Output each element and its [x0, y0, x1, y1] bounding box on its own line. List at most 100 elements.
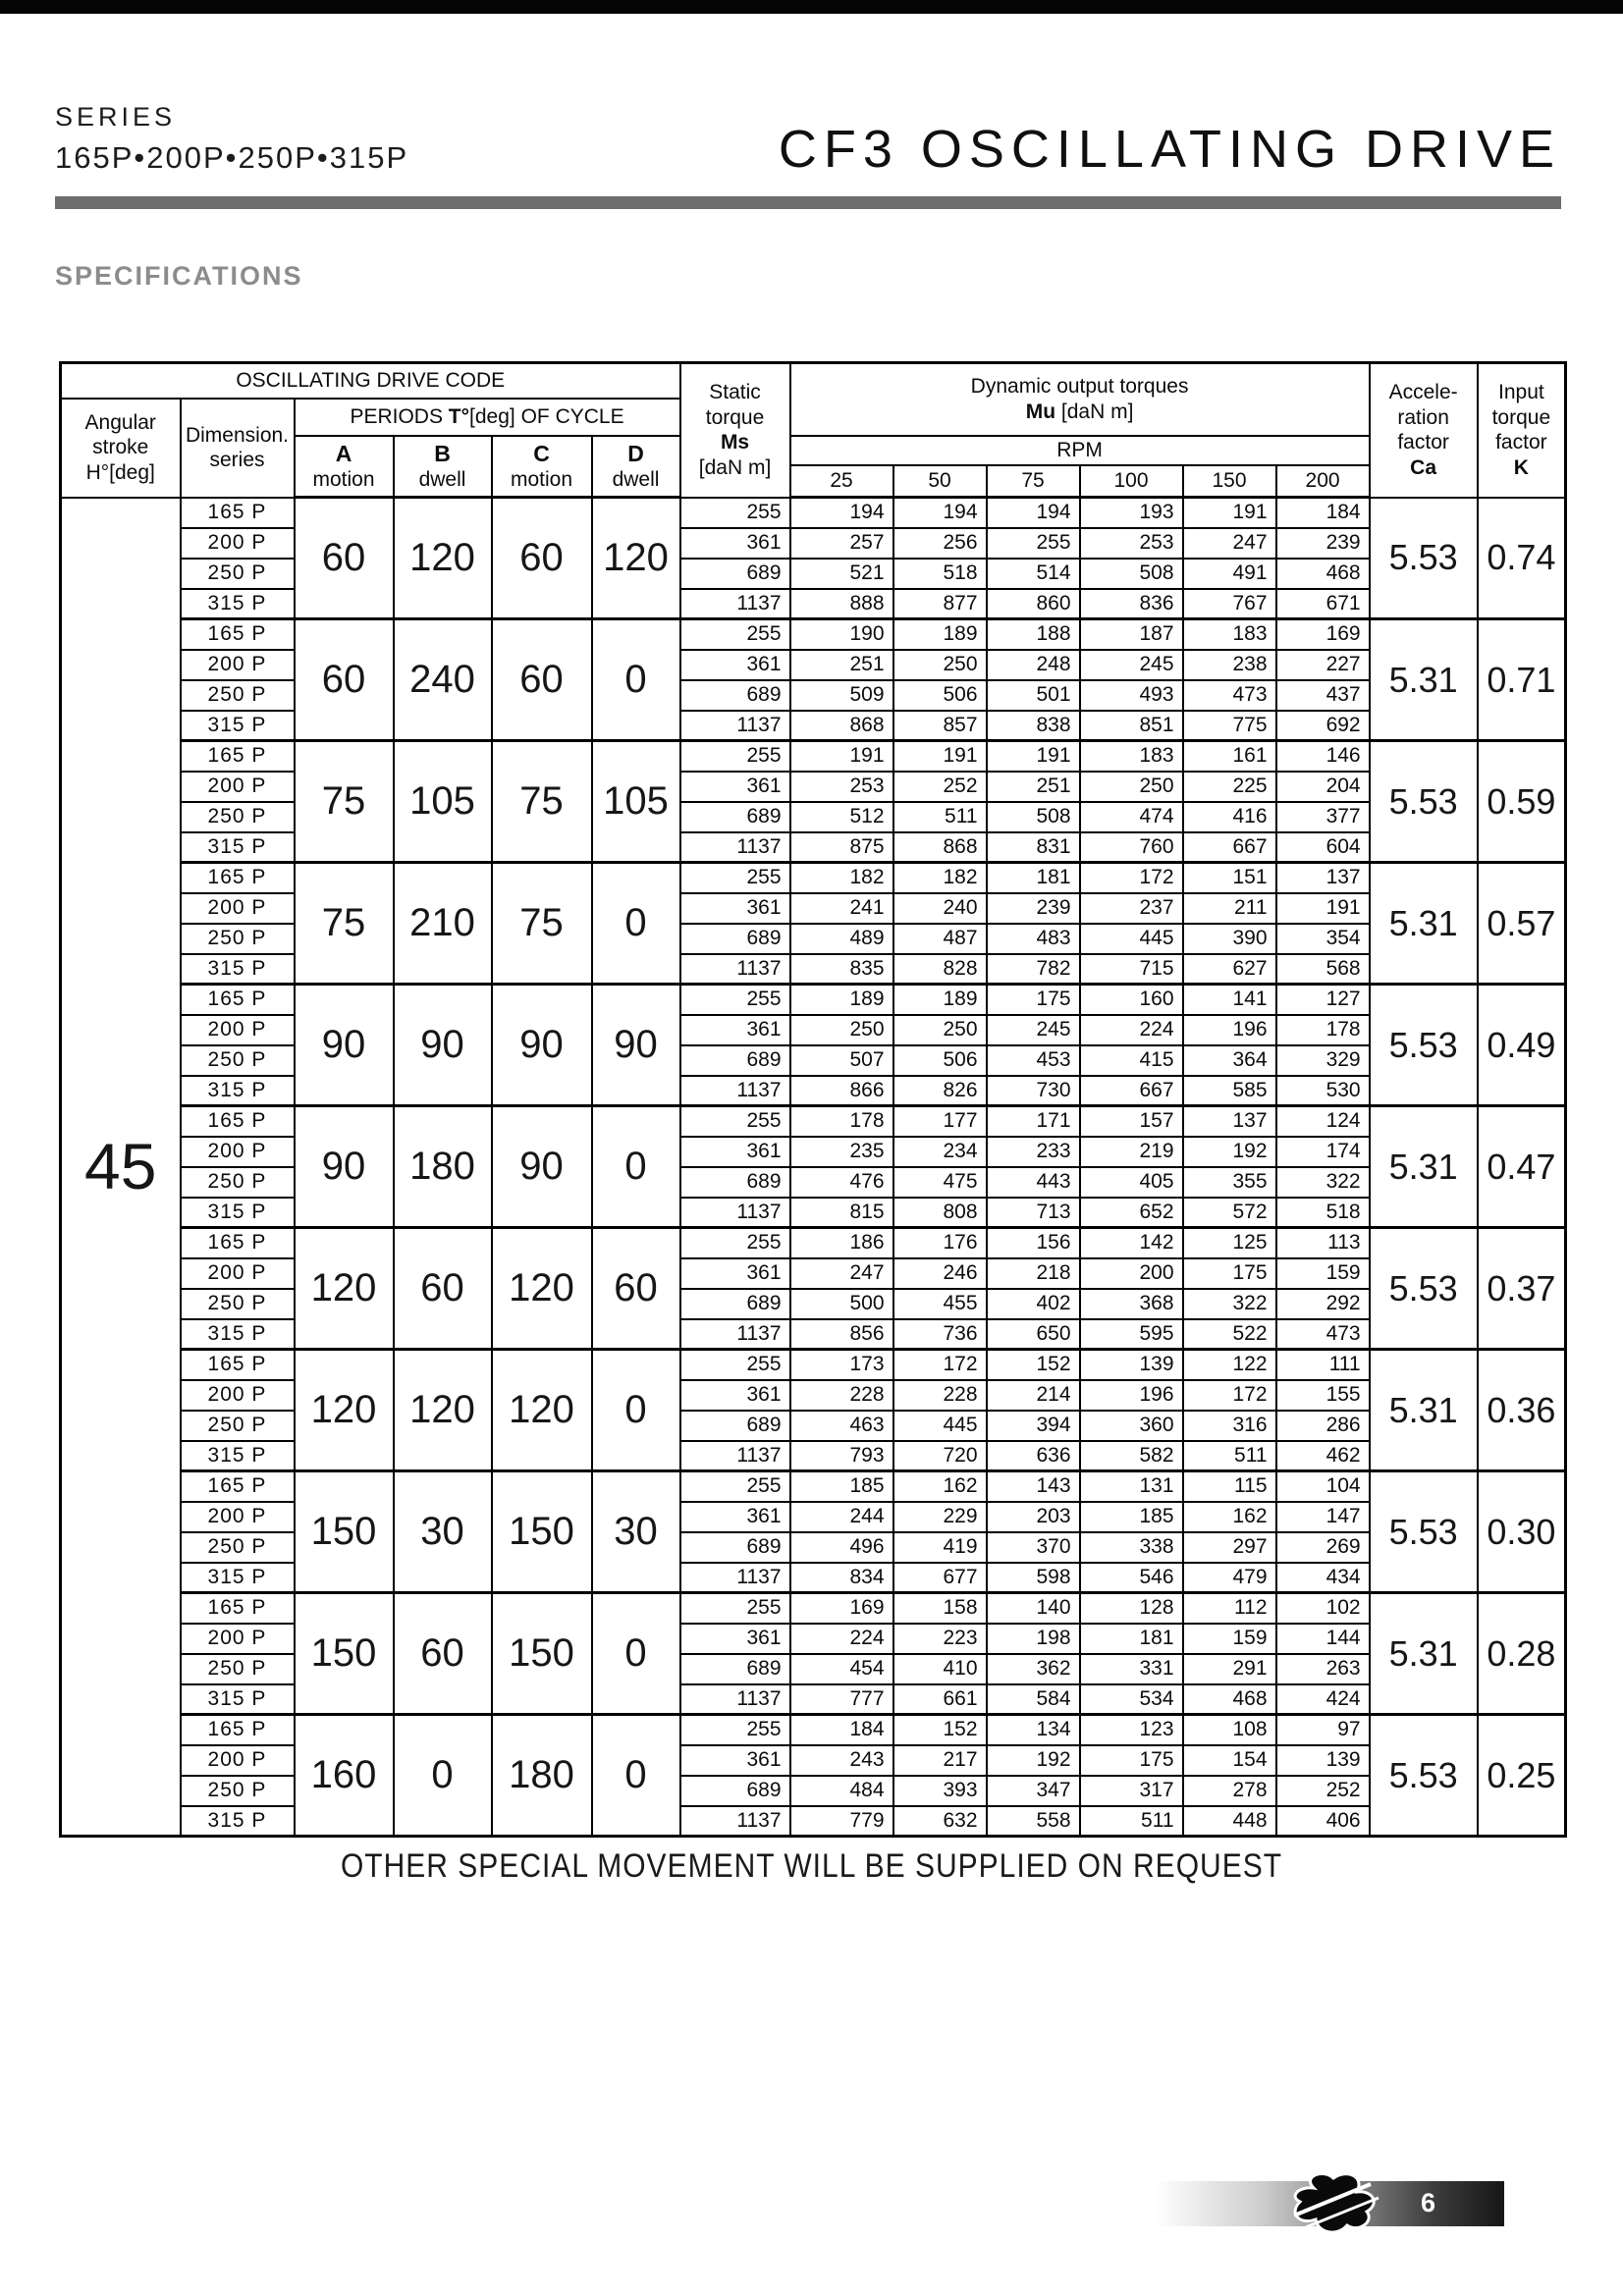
torque-value-rpm-50: 252 [892, 770, 988, 803]
torque-value-rpm-25: 888 [788, 587, 894, 620]
torque-value-rpm-75: 782 [985, 952, 1081, 986]
static-torque-line1: Static [709, 381, 761, 404]
angular-stroke-line1: Angular [84, 410, 156, 434]
torque-value-rpm-200: 252 [1274, 1774, 1371, 1807]
torque-value-rpm-75: 636 [985, 1439, 1081, 1472]
period-b-letter: B [434, 441, 451, 467]
torque-value-rpm-200: 473 [1274, 1317, 1371, 1351]
torque-value-rpm-25: 815 [788, 1196, 894, 1229]
table-row: 200 P 361 247 246 218 200 175 159 [61, 1256, 1566, 1290]
torque-value-rpm-75: 251 [985, 770, 1081, 803]
dimension-series-cell: 200 P [179, 1378, 296, 1412]
torque-value-rpm-200: 462 [1274, 1439, 1371, 1472]
dimension-series-cell: 200 P [179, 1622, 296, 1655]
torque-value-rpm-50: 217 [892, 1743, 988, 1777]
period-b-dwell-value: 240 [392, 617, 493, 742]
torque-value-rpm-75: 501 [985, 678, 1081, 712]
torque-value-rpm-100: 123 [1078, 1713, 1184, 1746]
torque-value-rpm-75: 514 [985, 557, 1081, 590]
dimension-series-cell: 165 P [179, 1713, 296, 1746]
torque-value-rpm-200: 227 [1274, 648, 1371, 681]
torque-value-rpm-100: 185 [1078, 1500, 1184, 1533]
acceleration-factor-value: 5.53 [1368, 496, 1479, 620]
torque-value-rpm-25: 235 [788, 1135, 894, 1168]
period-b-dwell-value: 120 [392, 496, 493, 620]
torque-value-rpm-150: 479 [1181, 1561, 1277, 1594]
dimension-series-cell: 165 P [179, 1104, 296, 1138]
dimension-series-cell: 250 P [179, 922, 296, 955]
acceleration-factor-value: 5.31 [1368, 1591, 1479, 1716]
table-row: 315 P 1137 888 877 860 836 767 671 [61, 587, 1566, 620]
torque-value-rpm-100: 760 [1078, 830, 1184, 864]
torque-value-rpm-150: 491 [1181, 557, 1277, 590]
torque-value-rpm-25: 835 [788, 952, 894, 986]
torque-value-rpm-75: 483 [985, 922, 1081, 955]
torque-value-rpm-75: 248 [985, 648, 1081, 681]
torque-value-rpm-150: 585 [1181, 1074, 1277, 1107]
input-torque-factor-value: 0.49 [1476, 983, 1567, 1107]
torque-value-rpm-150: 297 [1181, 1530, 1277, 1564]
torque-value-rpm-100: 128 [1078, 1591, 1184, 1625]
dimension-series-cell: 165 P [179, 1226, 296, 1259]
static-torque-value: 689 [678, 1774, 791, 1807]
top-black-bar [0, 0, 1623, 14]
torque-value-rpm-200: 424 [1274, 1682, 1371, 1716]
torque-value-rpm-75: 134 [985, 1713, 1081, 1746]
torque-value-rpm-25: 169 [788, 1591, 894, 1625]
input-torque-factor-value: 0.74 [1476, 496, 1567, 620]
torque-value-rpm-200: 155 [1274, 1378, 1371, 1412]
periods-symbol: T° [448, 405, 470, 429]
torque-value-rpm-200: 568 [1274, 952, 1371, 986]
spec-table-body: 45 165 P 60 120 60 120 255 194 194 194 193 191 184 5.… [59, 496, 1567, 1838]
acceleration-symbol: Ca [1410, 455, 1437, 479]
torque-value-rpm-50: 487 [892, 922, 988, 955]
table-row: 315 P 1137 779 632 558 511 448 406 [61, 1804, 1566, 1838]
table-row: 250 P 689 512 511 508 474 416 377 [61, 800, 1566, 833]
rpm-col-200: 200 [1274, 464, 1371, 499]
torque-value-rpm-75: 239 [985, 891, 1081, 925]
torque-value-rpm-75: 233 [985, 1135, 1081, 1168]
torque-value-rpm-25: 243 [788, 1743, 894, 1777]
title-rule [55, 196, 1561, 209]
dimension-series-cell: 315 P [179, 1561, 296, 1594]
table-row: 315 P 1137 875 868 831 760 667 604 [61, 830, 1566, 864]
torque-value-rpm-150: 522 [1181, 1317, 1277, 1351]
acceleration-line1: Accele- [1388, 381, 1458, 404]
dimension-series-cell: 250 P [179, 1652, 296, 1685]
torque-value-rpm-200: 263 [1274, 1652, 1371, 1685]
dimension-series-line1: Dimension. [185, 423, 290, 447]
torque-value-rpm-75: 152 [985, 1348, 1081, 1381]
torque-value-rpm-50: 234 [892, 1135, 988, 1168]
torque-value-rpm-200: 178 [1274, 1013, 1371, 1046]
torque-value-rpm-100: 652 [1078, 1196, 1184, 1229]
torque-value-rpm-150: 322 [1181, 1287, 1277, 1320]
torque-value-rpm-25: 507 [788, 1043, 894, 1077]
period-c-motion-value: 120 [490, 1348, 593, 1472]
torque-value-rpm-150: 247 [1181, 526, 1277, 560]
torque-value-rpm-75: 453 [985, 1043, 1081, 1077]
period-a-letter: A [335, 441, 352, 467]
torque-value-rpm-200: 604 [1274, 830, 1371, 864]
period-d-dwell-value: 120 [590, 496, 681, 620]
torque-value-rpm-25: 185 [788, 1469, 894, 1503]
torque-value-rpm-25: 228 [788, 1378, 894, 1412]
period-b-dwell-value: 120 [392, 1348, 493, 1472]
torque-value-rpm-200: 671 [1274, 587, 1371, 620]
torque-value-rpm-200: 329 [1274, 1043, 1371, 1077]
table-row: 250 P 689 463 445 394 360 316 286 [61, 1409, 1566, 1442]
period-c-motion-value: 120 [490, 1226, 593, 1351]
acceleration-factor-value: 5.31 [1368, 1104, 1479, 1229]
mu-symbol: Mu [1025, 400, 1056, 423]
acceleration-factor-value: 5.53 [1368, 1469, 1479, 1594]
torque-value-rpm-50: 176 [892, 1226, 988, 1259]
torque-value-rpm-75: 171 [985, 1104, 1081, 1138]
torque-value-rpm-75: 650 [985, 1317, 1081, 1351]
torque-value-rpm-25: 868 [788, 709, 894, 742]
static-torque-value: 361 [678, 1378, 791, 1412]
torque-value-rpm-25: 191 [788, 739, 894, 773]
period-a-motion-value: 60 [293, 617, 395, 742]
torque-value-rpm-150: 122 [1181, 1348, 1277, 1381]
torque-value-rpm-100: 511 [1078, 1804, 1184, 1838]
table-row: 165 P 150 30 150 30 255 185 162 143 131 115 104 5.53… [61, 1469, 1567, 1594]
period-c-motion-value: 150 [490, 1591, 593, 1716]
